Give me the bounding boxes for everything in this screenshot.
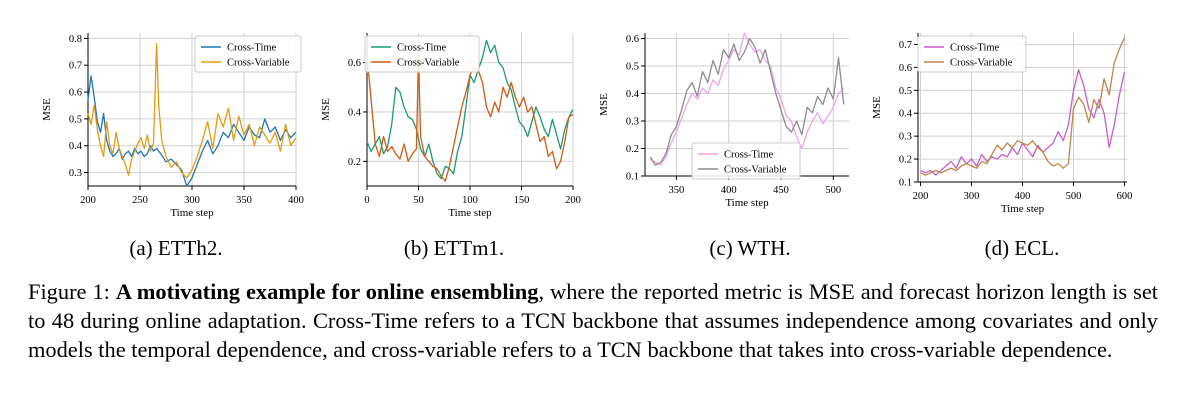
series-line-cross-time bbox=[649, 32, 845, 166]
y-tick-label: 0.4 bbox=[69, 141, 83, 152]
figure-caption: Figure 1: A motivating example for onlin… bbox=[28, 277, 1158, 364]
legend-label: Cross-Variable bbox=[724, 165, 787, 176]
x-tick-label: 400 bbox=[288, 195, 304, 206]
x-tick-label: 500 bbox=[825, 185, 841, 196]
legend-box bbox=[691, 142, 801, 180]
x-tick-label: 350 bbox=[669, 185, 685, 196]
y-tick-label: 0.6 bbox=[899, 63, 912, 74]
y-axis-label: MSE bbox=[320, 98, 332, 121]
y-tick-label: 0.8 bbox=[69, 34, 82, 45]
x-axis-label: Time step bbox=[448, 207, 492, 219]
x-tick-label: 250 bbox=[132, 195, 148, 206]
y-tick-label: 0.6 bbox=[626, 34, 639, 45]
y-axis-label: MSE bbox=[41, 98, 53, 121]
legend-label: Cross-Time bbox=[724, 150, 774, 161]
y-tick-label: 0.5 bbox=[626, 62, 639, 73]
series-line-cross-variable bbox=[87, 43, 297, 179]
x-axis-label: Time step bbox=[1001, 203, 1045, 215]
caption-text: , where the reported metric is MSE and f… bbox=[28, 279, 1158, 362]
chart-ecl: 200 300 400 500 600 0.1 0.2 0.3 0.4 0.5 0.6 0.7 Time… bbox=[871, 33, 1133, 215]
y-tick-label: 0.5 bbox=[899, 86, 912, 97]
y-tick-label: 0.1 bbox=[626, 172, 639, 183]
series-line-cross-variable bbox=[366, 54, 574, 182]
x-tick-label: 350 bbox=[236, 195, 252, 206]
y-tick-label: 0.4 bbox=[348, 107, 362, 118]
x-tick-label: 400 bbox=[1015, 191, 1031, 202]
y-tick-label: 0.6 bbox=[348, 58, 361, 69]
x-tick-label: 100 bbox=[462, 195, 478, 206]
x-tick-label: 300 bbox=[184, 195, 200, 206]
y-tick-label: 0.3 bbox=[626, 117, 639, 128]
subcaption-d: (d) ECL. bbox=[984, 236, 1060, 260]
y-axis-label: MSE bbox=[598, 93, 610, 116]
chart-ettm1: 0 50 100 150 200 0.2 0.4 0.6 Time step MSE Cross-T… bbox=[320, 33, 581, 219]
x-tick-label: 200 bbox=[913, 191, 929, 202]
x-tick-label: 400 bbox=[721, 185, 737, 196]
x-axis-label: Time step bbox=[725, 197, 769, 209]
x-axis-label: Time step bbox=[170, 207, 214, 219]
legend-box bbox=[194, 35, 302, 73]
x-tick-label: 300 bbox=[964, 191, 980, 202]
x-tick-label: 150 bbox=[514, 195, 530, 206]
legend-label: Cross-Time bbox=[227, 43, 277, 54]
y-tick-label: 0.7 bbox=[899, 40, 912, 51]
series-line-cross-variable bbox=[920, 37, 1126, 176]
x-tick-label: 200 bbox=[80, 195, 96, 206]
y-tick-label: 0.2 bbox=[899, 155, 912, 166]
x-tick-label: 600 bbox=[1117, 191, 1133, 202]
subcaption-b: (b) ETTm1. bbox=[403, 236, 505, 260]
y-tick-label: 0.6 bbox=[69, 88, 82, 99]
legend-box bbox=[364, 35, 480, 73]
x-tick-label: 0 bbox=[364, 195, 369, 206]
legend-label: Cross-Time bbox=[950, 43, 1000, 54]
series-line-cross-variable bbox=[649, 37, 845, 166]
caption-label: Figure 1: bbox=[28, 279, 116, 304]
y-axis-label: MSE bbox=[871, 96, 883, 119]
chart-etth2: 200 250 300 350 400 0.3 0.4 0.5 0.6 0.7 0.8 Time st… bbox=[41, 33, 304, 219]
y-tick-label: 0.4 bbox=[626, 89, 640, 100]
y-tick-label: 0.4 bbox=[899, 109, 913, 120]
x-tick-label: 450 bbox=[773, 185, 789, 196]
y-tick-label: 0.3 bbox=[69, 168, 82, 179]
x-tick-label: 200 bbox=[565, 195, 581, 206]
legend-label: Cross-Variable bbox=[227, 58, 290, 69]
legend-label: Cross-Variable bbox=[950, 58, 1013, 69]
y-tick-label: 0.1 bbox=[899, 178, 912, 189]
y-tick-label: 0.5 bbox=[69, 114, 82, 125]
x-tick-label: 50 bbox=[413, 195, 424, 206]
y-tick-label: 0.2 bbox=[626, 144, 639, 155]
chart-wth: 350 400 450 500 0.1 0.2 0.3 0.4 0.5 0.6 Time step M… bbox=[598, 32, 849, 209]
y-tick-label: 0.7 bbox=[69, 61, 82, 72]
y-tick-label: 0.2 bbox=[348, 157, 361, 168]
legend-box bbox=[917, 35, 1027, 73]
subcaption-c: (c) WTH. bbox=[709, 236, 791, 260]
subcaption-a: (a) ETTh2. bbox=[129, 236, 223, 260]
caption-bold-title: A motivating example for online ensembli… bbox=[115, 279, 539, 304]
y-tick-label: 0.3 bbox=[899, 132, 912, 143]
x-tick-label: 500 bbox=[1066, 191, 1082, 202]
legend-label: Cross-Time bbox=[397, 43, 447, 54]
legend-label: Cross-Variable bbox=[397, 58, 460, 69]
